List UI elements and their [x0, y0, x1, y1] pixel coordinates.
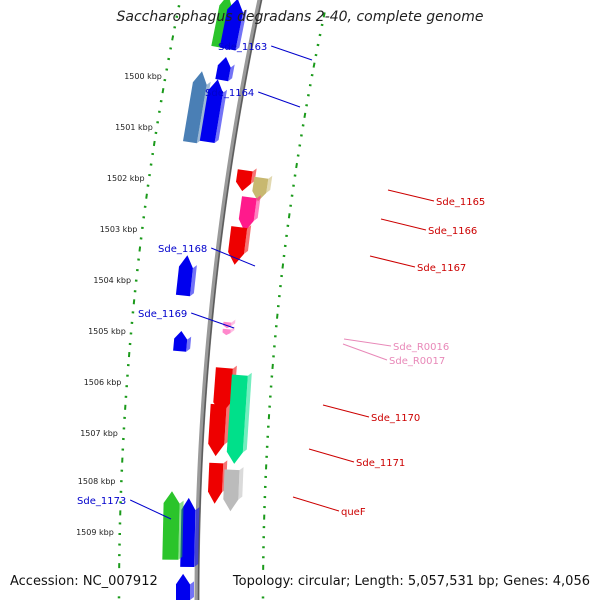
scale-tick-left: [145, 193, 148, 199]
gene-label-Sde_1170[interactable]: Sde_1170: [371, 413, 420, 424]
leader-line-Sde_1166: [380, 218, 427, 231]
genome-summary-text: Topology: circular; Length: 5,057,531 bp…: [230, 574, 592, 589]
leader-line-Sde_1167: [369, 255, 416, 268]
gene-arrow-Sde_1166[interactable]: [238, 196, 257, 232]
gene-label-Sde_1166[interactable]: Sde_1166: [428, 226, 477, 237]
gene-label-Sde_R0017[interactable]: Sde_R0017: [389, 356, 445, 367]
gene-arrow-bevel: [231, 319, 236, 327]
scale-tick-right: [322, 12, 326, 18]
gene-label-Sde_1173[interactable]: Sde_1173: [77, 496, 126, 507]
leader-line-Sde_1171: [308, 448, 355, 463]
accession-text: Accession: NC_007912: [8, 574, 160, 589]
gene-arrow-bevel: [242, 372, 252, 453]
gene-arrow-extra-5[interactable]: [208, 462, 224, 504]
gene-label-Sde_1171[interactable]: Sde_1171: [356, 458, 405, 469]
scale-label: 1504 kbp: [93, 276, 131, 285]
gene-arrow-Sde_1165[interactable]: [252, 176, 269, 202]
scale-tick-right: [295, 162, 298, 169]
gene-arrow-bevel: [253, 195, 261, 221]
leader-line-queF: [292, 496, 340, 512]
scale-label: 1508 kbp: [78, 477, 116, 486]
gene-arrow-Sde_R0017[interactable]: [222, 328, 231, 336]
gene-arrow-Sde_1173[interactable]: [162, 491, 180, 560]
map-title: Saccharophagus degradans 2-40, complete …: [116, 9, 484, 25]
scale-tick-right: [287, 213, 291, 219]
gene-arrow-bevel: [238, 467, 244, 500]
scale-tick-left: [171, 35, 175, 41]
scale-tick-left: [152, 140, 156, 147]
scale-tick-left: [161, 88, 165, 94]
scale-tick-right: [281, 263, 285, 269]
scale-label: 1506 kbp: [84, 378, 122, 387]
scale-label: 1503 kbp: [100, 225, 138, 234]
leader-line-Sde_1168: [211, 247, 256, 267]
leader-line-Sde_1173: [129, 499, 172, 520]
gene-label-Sde_1167[interactable]: Sde_1167: [417, 263, 466, 274]
gene-arrow-bevel: [214, 89, 227, 143]
gene-arrow-bevel: [244, 225, 252, 254]
gene-label-Sde_1163[interactable]: Sde_1163: [218, 42, 267, 53]
scale-label: 1500 kbp: [124, 72, 162, 81]
gene-arrow-Sde_1163[interactable]: [219, 0, 243, 51]
gene-arrow-extra-2[interactable]: [183, 71, 207, 144]
gene-arrow-bevel: [250, 168, 257, 184]
gene-arrow-bevel: [235, 9, 247, 51]
gene-arrow-extra-4[interactable]: [208, 403, 227, 457]
gene-label-Sde_R0016[interactable]: Sde_R0016: [393, 342, 449, 353]
gene-arrow-bevel: [178, 500, 184, 560]
scale-tick-right: [276, 313, 279, 319]
genome-backbone: [194, 0, 263, 600]
scale-label: 1505 kbp: [88, 327, 126, 336]
gene-arrow-queF[interactable]: [223, 469, 240, 512]
gene-label-queF[interactable]: queF: [341, 507, 366, 518]
gene-arrow-bevel: [224, 402, 231, 445]
genome-backbone-shade: [197, 0, 263, 600]
gene-label-Sde_1169[interactable]: Sde_1169: [138, 309, 187, 320]
leader-line-Sde_R0017: [342, 343, 388, 361]
gene-arrow-Sde_1170[interactable]: [213, 367, 233, 415]
gene-arrow-extra-3[interactable]: [236, 169, 253, 192]
scale-label: 1507 kbp: [80, 429, 118, 438]
leader-line-Sde_1170: [322, 404, 370, 418]
leader-line-Sde_1165: [387, 189, 435, 202]
gene-arrow-Sde_1168[interactable]: [175, 255, 193, 297]
scale-tick-left: [132, 299, 136, 305]
gene-arrow-extra-6[interactable]: [180, 497, 196, 567]
leader-line-Sde_1169: [191, 312, 235, 329]
scale-tick-left: [138, 246, 142, 252]
leader-line-Sde_1163: [271, 45, 313, 61]
scale-tick-right: [312, 62, 316, 68]
gene-label-Sde_1165[interactable]: Sde_1165: [436, 197, 485, 208]
gene-label-Sde_1164[interactable]: Sde_1164: [205, 88, 254, 99]
gene-arrow-bevel: [190, 581, 194, 600]
gene-label-Sde_1168[interactable]: Sde_1168: [158, 244, 207, 255]
gene-arrow-bevel: [228, 64, 235, 82]
scale-label: 1502 kbp: [107, 174, 145, 183]
gene-arrow-Sde_1167[interactable]: [228, 226, 248, 265]
scale-tick-right: [303, 112, 307, 118]
leader-line-Sde_1164: [258, 91, 301, 108]
gene-arrow-extra-1[interactable]: [215, 57, 231, 82]
gene-arrow-bevel: [189, 265, 197, 297]
leader-line-Sde_R0016: [343, 338, 392, 347]
gene-arrow-extra-7[interactable]: [176, 573, 190, 600]
gene-arrow-Sde_1164[interactable]: [199, 79, 223, 143]
scale-label: 1501 kbp: [115, 123, 153, 132]
gene-arrow-Sde_1171[interactable]: [226, 374, 248, 464]
gene-arrow-bevel: [266, 175, 273, 193]
gene-arrow-bevel: [194, 507, 200, 567]
gene-arrow-Sde_1169[interactable]: [173, 331, 188, 352]
gene-arrow-bevel: [186, 336, 192, 352]
scale-label: 1509 kbp: [76, 528, 114, 537]
